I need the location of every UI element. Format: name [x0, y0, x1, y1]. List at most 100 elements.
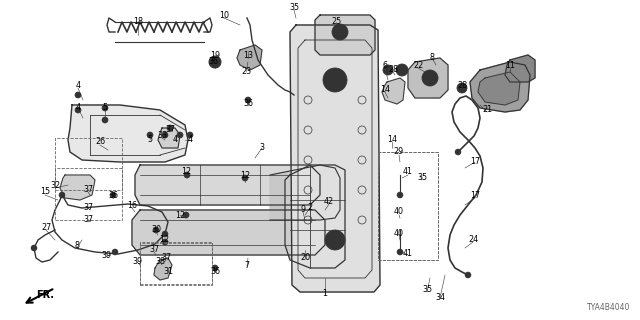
Text: FR.: FR. [36, 290, 54, 300]
Text: TYA4B4040: TYA4B4040 [587, 303, 630, 312]
Text: 31: 31 [163, 268, 173, 276]
Circle shape [75, 92, 81, 98]
Bar [55, 168, 122, 220]
Circle shape [246, 99, 250, 101]
Text: 14: 14 [387, 135, 397, 145]
Polygon shape [237, 45, 262, 70]
Text: 35: 35 [289, 4, 299, 12]
Text: 27: 27 [41, 223, 51, 233]
Circle shape [75, 107, 81, 113]
Text: 12: 12 [240, 171, 250, 180]
Circle shape [323, 68, 347, 92]
Bar [378, 152, 438, 260]
Circle shape [153, 227, 159, 233]
Circle shape [396, 64, 408, 76]
Text: 37: 37 [165, 125, 175, 134]
Circle shape [77, 108, 79, 111]
Text: 7: 7 [244, 261, 250, 270]
Bar [140, 242, 212, 284]
Text: 12: 12 [181, 167, 191, 177]
Circle shape [31, 245, 37, 251]
Circle shape [162, 239, 168, 245]
Bar [378, 152, 438, 260]
Circle shape [147, 132, 153, 138]
Circle shape [148, 133, 152, 137]
Text: 41: 41 [403, 250, 413, 259]
Text: 37: 37 [83, 215, 93, 225]
Polygon shape [408, 58, 448, 98]
Circle shape [209, 56, 221, 68]
Circle shape [455, 149, 461, 155]
Text: 36: 36 [208, 58, 218, 67]
Text: 9: 9 [300, 205, 305, 214]
Circle shape [212, 265, 218, 271]
Text: 6: 6 [383, 60, 387, 69]
Polygon shape [382, 78, 405, 104]
Text: 12: 12 [159, 236, 169, 244]
Polygon shape [505, 55, 535, 82]
Circle shape [111, 194, 115, 196]
Text: 36: 36 [210, 268, 220, 276]
Text: 21: 21 [482, 106, 492, 115]
Circle shape [383, 65, 393, 75]
Text: 28: 28 [388, 66, 398, 75]
Text: 35: 35 [417, 173, 427, 182]
Polygon shape [60, 175, 95, 200]
Text: 2: 2 [307, 204, 312, 212]
Text: 4: 4 [76, 103, 81, 113]
Text: 5: 5 [102, 103, 108, 113]
Circle shape [162, 231, 168, 237]
Circle shape [243, 177, 246, 180]
Circle shape [329, 74, 341, 86]
Text: 18: 18 [133, 18, 143, 27]
Circle shape [110, 192, 116, 198]
Circle shape [422, 70, 438, 86]
Circle shape [465, 272, 471, 278]
Circle shape [102, 105, 108, 111]
Text: 15: 15 [40, 188, 50, 196]
Circle shape [189, 133, 191, 137]
Text: 8: 8 [429, 52, 435, 61]
Text: 39: 39 [101, 251, 111, 260]
Circle shape [242, 175, 248, 181]
Circle shape [332, 24, 348, 40]
Text: 35: 35 [422, 285, 432, 294]
Bar [55, 138, 122, 190]
Text: 19: 19 [210, 51, 220, 60]
Circle shape [167, 125, 173, 131]
Text: 26: 26 [95, 138, 105, 147]
Text: 13: 13 [243, 51, 253, 60]
Circle shape [177, 132, 183, 138]
Text: 32: 32 [50, 181, 60, 190]
Polygon shape [285, 165, 345, 268]
Circle shape [214, 267, 216, 269]
Circle shape [163, 241, 166, 244]
Text: 17: 17 [470, 157, 480, 166]
Circle shape [162, 132, 168, 138]
Polygon shape [315, 15, 375, 55]
Text: 23: 23 [241, 68, 251, 76]
Circle shape [59, 192, 65, 198]
Circle shape [163, 133, 166, 137]
Text: 24: 24 [468, 236, 478, 244]
Text: 4: 4 [188, 135, 193, 145]
Text: 16: 16 [127, 201, 137, 210]
Text: 4: 4 [173, 135, 177, 145]
Circle shape [245, 97, 251, 103]
Text: 28: 28 [457, 81, 467, 90]
Text: 37: 37 [149, 245, 159, 254]
Text: 1: 1 [323, 290, 328, 299]
Text: 36: 36 [108, 191, 118, 201]
Circle shape [168, 126, 172, 130]
Text: 30: 30 [151, 226, 161, 235]
Text: 41: 41 [403, 167, 413, 177]
Circle shape [330, 235, 340, 245]
Text: 12: 12 [175, 211, 185, 220]
Text: 3: 3 [259, 143, 264, 153]
Circle shape [457, 83, 467, 93]
Circle shape [102, 117, 108, 123]
Text: 25: 25 [331, 18, 341, 27]
Polygon shape [68, 105, 188, 162]
Text: 36: 36 [243, 99, 253, 108]
Polygon shape [470, 62, 530, 112]
